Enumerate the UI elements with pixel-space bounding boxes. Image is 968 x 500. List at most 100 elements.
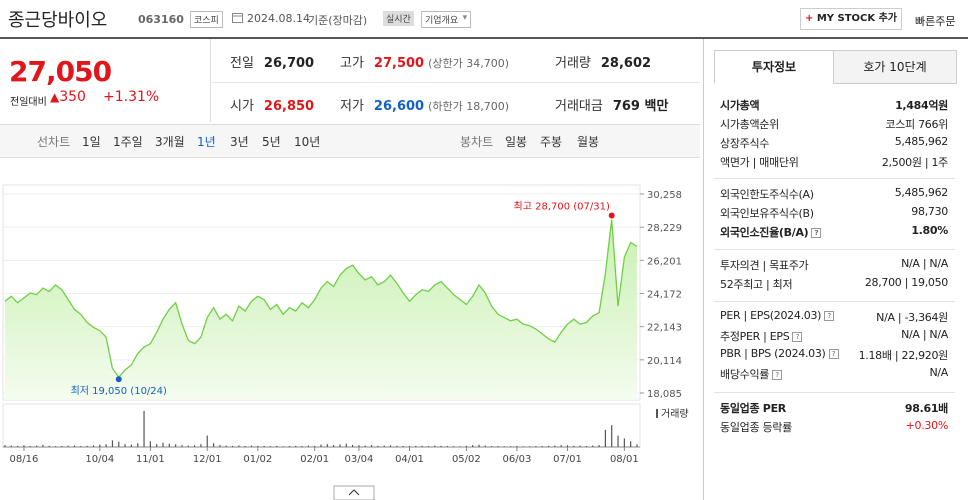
period-tab[interactable]: 3개월 (155, 135, 185, 149)
volume-bar (73, 445, 76, 447)
volume-legend-mark (656, 409, 658, 418)
change: ▲350 (50, 89, 86, 105)
volume-bar (573, 445, 575, 447)
volume-bar (364, 445, 366, 447)
volume-bar (67, 445, 69, 447)
info-label-text: 외국인보유주식수(B) (720, 207, 814, 220)
volume-bar (175, 444, 177, 447)
info-value: 5,485,962 (894, 186, 949, 199)
volume-bar (42, 444, 44, 447)
volume-bar (238, 445, 240, 447)
volume-frame (2, 403, 641, 448)
volume-bar (295, 445, 297, 447)
summary-cell: 저가 26,600 (하한가 18,700) (340, 95, 509, 114)
volume-bar (269, 446, 272, 447)
volume-bar (579, 445, 581, 447)
mystock-button[interactable]: + MY STOCK 추가 (800, 8, 902, 30)
x-tick-label: 05/02 (452, 454, 481, 465)
period-tab[interactable]: 5년 (262, 135, 281, 149)
volume-bar (250, 445, 253, 447)
volume-bar (503, 446, 505, 447)
info-row: 시가총액 1,484억원 (720, 95, 948, 114)
info-label-text: 외국인한도주식수(A) (720, 188, 814, 201)
y-tick-label: 24,172 (647, 289, 682, 300)
volume-bar (541, 446, 543, 447)
volume-bar (48, 445, 50, 447)
period-tab[interactable]: 주봉 (540, 135, 563, 149)
info-value: 1.80% (911, 224, 948, 237)
info-label: 추정PER | EPS? (720, 328, 803, 344)
volume-bar (547, 445, 550, 447)
info-row: 추정PER | EPS? N/A | N/A (720, 326, 948, 345)
period-tab[interactable]: 10년 (294, 135, 321, 149)
divider (212, 82, 700, 83)
chart: 거래량 30,258 28,229 26,201 24,172 22,143 20,114… (2, 184, 689, 500)
group-rule (714, 249, 955, 250)
info-label-text: PBR | BPS (2024.03) (720, 347, 826, 360)
change-pct: +1.31% (103, 89, 160, 105)
collapse-button[interactable] (333, 485, 375, 500)
volume-bar (320, 444, 322, 447)
change-label: 전일대비 (10, 97, 47, 108)
volume-bar (156, 444, 158, 447)
volume-bar (459, 446, 461, 447)
volume-bar (554, 445, 556, 447)
period-tab[interactable]: 1주일 (113, 135, 143, 149)
volume-bar (510, 446, 512, 447)
period-tab[interactable]: 1일 (82, 135, 101, 149)
info-tab[interactable]: 호가 10단계 (833, 50, 957, 84)
volume-bar (623, 438, 625, 447)
high-label: 최고 28,700 (07/31) (514, 200, 610, 212)
info-label-text: PER | EPS(2024.03) (720, 309, 822, 322)
volume-bar (149, 441, 151, 447)
volume-bar (92, 445, 95, 447)
info-row: PBR | BPS (2024.03)? 1.18배 | 22,920원 (720, 345, 948, 364)
info-value: 98.61배 (904, 402, 948, 415)
volume-bar (194, 445, 196, 447)
summary-value: 769 백만 (612, 99, 669, 114)
volume-bar (345, 443, 347, 447)
summary-note: (상한가 34,700) (428, 57, 510, 70)
overview-button[interactable]: 기업개요 ▾ (421, 11, 472, 28)
info-label-text: 상장주식수 (720, 137, 770, 150)
volume-bar (244, 446, 246, 447)
period-tab[interactable]: 월봉 (577, 135, 600, 149)
info-label: 외국인보유주식수(B) (720, 205, 814, 221)
x-tick-label: 08/16 (10, 454, 39, 465)
info-value: 1.18배 | 22,920원 (858, 349, 949, 362)
volume-bar (617, 435, 619, 447)
volume-bar (282, 446, 284, 447)
volume-bar (36, 445, 38, 447)
volume-bar (10, 445, 12, 447)
info-label-text: 시가총액 (720, 99, 760, 112)
volume-bar (263, 446, 265, 447)
volume-bar (143, 410, 145, 447)
volume-bar (560, 445, 562, 447)
period-tab[interactable]: 일봉 (505, 135, 528, 149)
info-row: PER | EPS(2024.03)? N/A | -3,364원 (720, 307, 948, 326)
volume-bar (187, 445, 189, 447)
volume-bar (61, 445, 63, 447)
x-tick-label: 12/01 (193, 454, 222, 465)
volume-bar (105, 444, 107, 447)
info-label: 52주최고 | 최저 (720, 276, 793, 292)
header-rule (0, 37, 968, 39)
quick-order[interactable]: 빠른주문 (915, 15, 956, 28)
summary-note: (하한가 18,700) (428, 100, 510, 113)
volume-bar (301, 446, 303, 447)
period-tab[interactable]: 1년 (197, 135, 216, 149)
realtime-badge[interactable]: 실시간 (383, 11, 414, 26)
info-label: 배당수익률? (720, 366, 783, 382)
volume-bar (383, 445, 385, 447)
divider (210, 39, 211, 122)
volume-bar (598, 445, 600, 447)
info-row: 외국인소진율(B/A)? 1.80% (720, 222, 948, 241)
volume-bar (23, 445, 25, 447)
info-tab[interactable]: 투자정보 (714, 50, 834, 83)
high-marker (608, 212, 615, 219)
volume-bar (17, 445, 19, 447)
period-tab[interactable]: 3년 (230, 135, 249, 149)
info-label: PBR | BPS (2024.03)? (720, 347, 839, 360)
volume-bar (168, 443, 170, 447)
current-price: 27,050 (9, 55, 112, 88)
